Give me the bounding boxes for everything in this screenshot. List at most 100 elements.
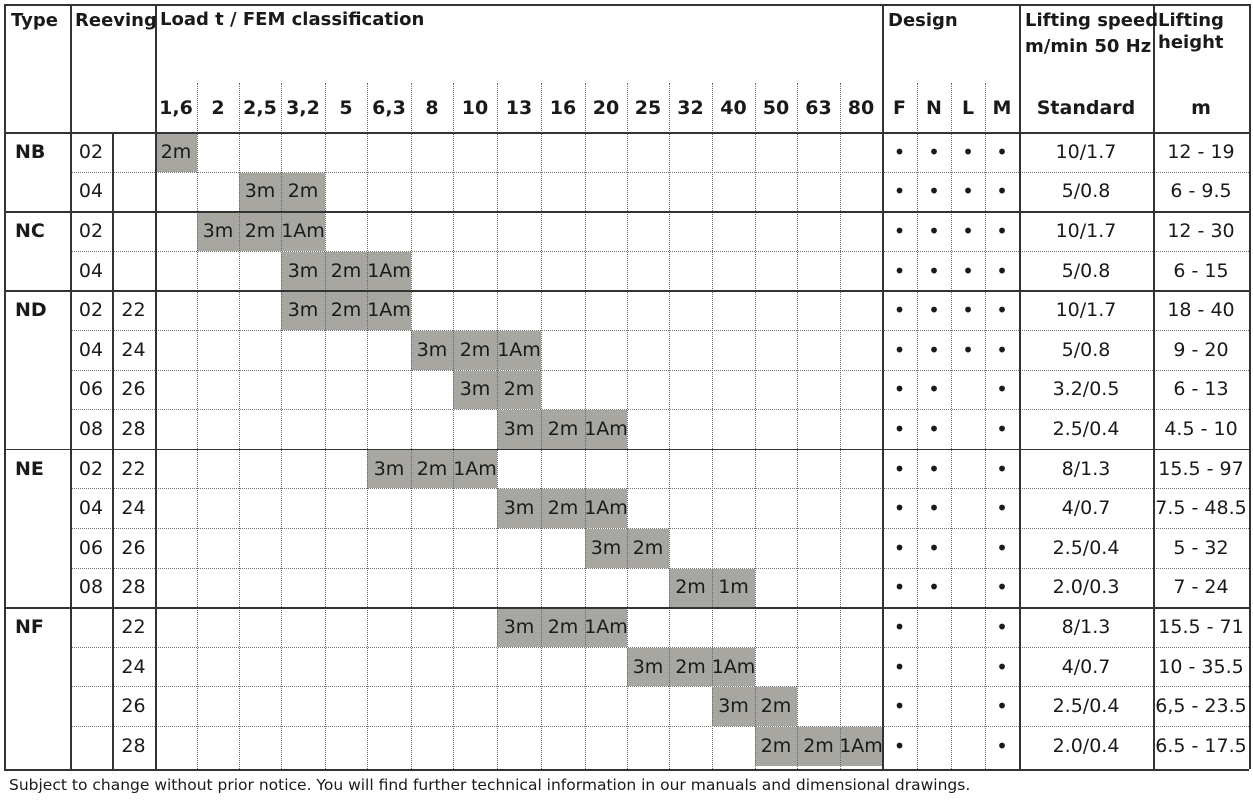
fem-shade [453,370,497,410]
row-divider [70,686,1249,688]
fem-class: 2m [416,457,448,480]
row-divider [70,528,1249,529]
header-speed-2: m/min 50 Hz [1025,36,1152,57]
design-dot: • [893,535,906,560]
design-dot: • [928,496,940,521]
group-rule [4,607,1249,609]
fem-shade [541,489,585,528]
design-dot: • [996,298,1008,323]
fem-shade [497,331,541,370]
fem-shade [281,212,325,251]
fem-shade [281,251,325,291]
design-dot: • [962,258,974,283]
design-dot: • [962,298,974,323]
design-dot: • [996,416,1008,441]
lifting-speed: 2.0/0.4 [1052,734,1120,757]
row-divider [70,409,1249,411]
fem-class: 2m [675,576,706,599]
fem-class: 3m [503,417,535,440]
design-dot: • [996,139,1008,164]
fem-shade [755,687,797,726]
fem-shade [453,331,497,370]
fem-class: 1Am [584,615,628,638]
reeving-2: 24 [121,338,146,361]
row-divider [70,726,1249,727]
load-header: 32 [677,96,704,119]
design-dot: • [928,456,940,481]
lifting-speed: 8/1.3 [1061,615,1111,638]
fem-class: 2m [547,417,579,440]
fem-shade [367,449,411,489]
type-label: NB [15,140,46,163]
design-header: L [961,96,975,119]
design-col-divider [951,83,952,769]
fem-shade [712,568,755,608]
design-dot: • [893,377,906,402]
fem-shade [627,647,669,687]
load-col-divider [367,83,368,769]
reeving-1: 04 [78,180,104,203]
lifting-speed: 2.5/0.4 [1052,536,1120,559]
reeving-1 [70,647,112,687]
reeving-1: 02 [78,219,104,242]
load-header: 13 [505,96,533,119]
fem-shade [755,727,797,766]
fem-class: 3m [202,219,234,242]
table-bottom-rule [4,769,1249,771]
reeving-2 [112,172,155,212]
reeving-2: 26 [121,536,146,559]
design-dot: • [893,733,906,758]
load-col-divider [411,83,412,769]
load-header: 5 [339,96,353,119]
fem-class: 2m [803,734,834,757]
fem-shade [281,172,325,212]
fem-class: 2m [547,497,579,520]
load-col-divider [197,83,198,769]
fem-shade [281,291,325,330]
lifting-speed: 2.5/0.4 [1052,695,1120,718]
reeving-1: 08 [78,417,104,440]
fem-shade [585,529,627,568]
design-dot: • [996,694,1008,719]
reeving-2: 26 [121,378,146,401]
fem-class: 3m [459,378,491,401]
load-header: 10 [461,96,489,119]
load-header: 1,6 [159,96,193,119]
fem-shade [367,291,411,330]
reeving-2: 22 [121,615,146,638]
fem-class: 3m [503,615,535,638]
fem-class: 3m [416,338,448,361]
fem-shade [325,251,367,291]
fem-shade [585,489,627,528]
lifting-speed: 5/0.8 [1061,259,1111,282]
fem-class: 2m [760,734,792,757]
fem-shade [585,410,627,449]
design-dot: • [996,337,1008,362]
fem-shade [367,251,411,291]
load-col-divider [840,83,841,769]
load-header: 16 [549,96,577,119]
fem-class: 1Am [839,734,883,757]
lifting-height: 18 - 40 [1167,299,1235,322]
load-col-divider [325,83,326,769]
lifting-height: 12 - 19 [1167,140,1235,163]
fem-shade [239,172,281,212]
reeving-1: 02 [78,140,104,163]
fem-class: 1Am [497,338,541,361]
fem-shade [197,212,239,251]
reeving-2 [112,211,155,251]
fem-class: 1Am [367,259,411,282]
fem-shade [411,449,453,489]
type-label: NC [15,219,45,242]
load-header: 25 [634,96,662,119]
fem-shade [411,331,453,370]
design-dot: • [996,179,1008,204]
design-dot: • [996,535,1008,560]
lifting-height: 10 - 35.5 [1158,655,1244,678]
lifting-height: 4.5 - 10 [1164,417,1238,440]
fem-class: 1Am [584,417,628,440]
fem-shade [155,133,197,172]
design-dot: • [962,218,974,243]
row-divider [70,330,1249,331]
fem-shade [541,410,585,449]
